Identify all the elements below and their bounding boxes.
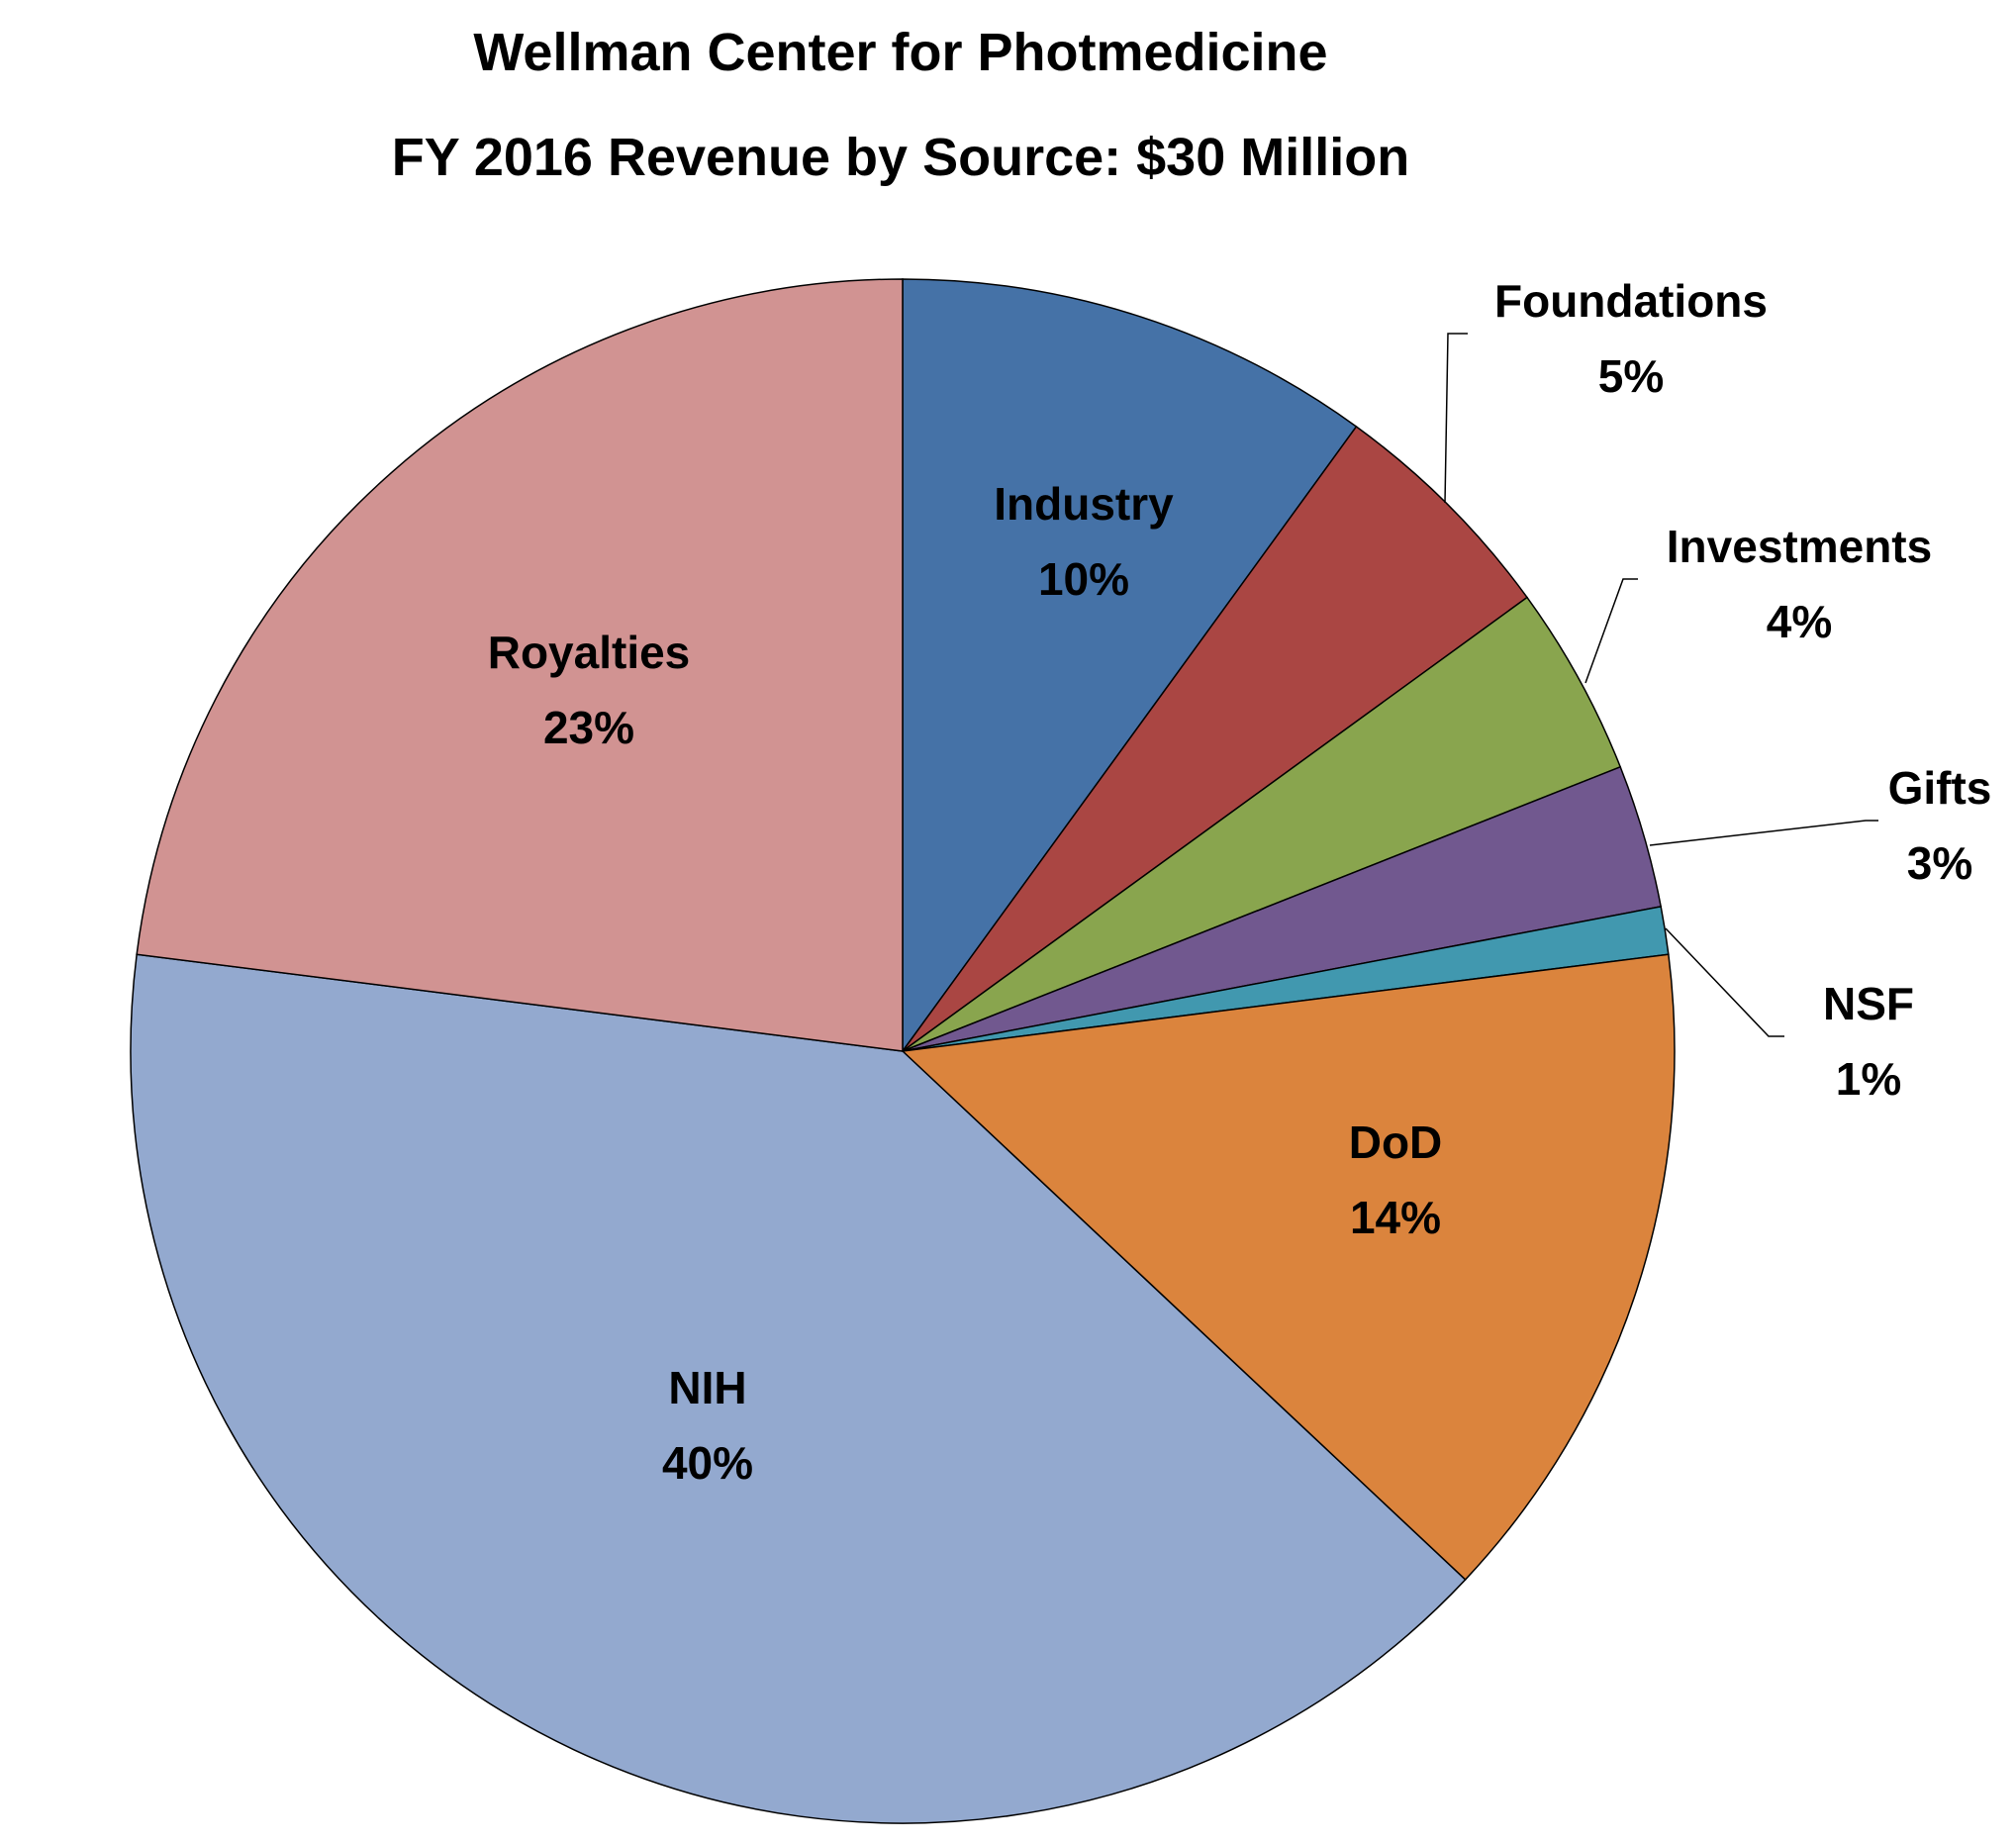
slice-label-nih: NIH bbox=[668, 1362, 746, 1413]
slice-value-nsf: 1% bbox=[1836, 1053, 1901, 1105]
slice-label-gifts: Gifts bbox=[1888, 762, 1992, 814]
leader-line-gifts bbox=[1649, 820, 1878, 846]
slice-value-dod: 14% bbox=[1350, 1192, 1441, 1243]
pie-slice-royalties bbox=[136, 278, 904, 1052]
chart-title: Wellman Center for Photmedicine bbox=[473, 23, 1328, 82]
slice-label-dod: DoD bbox=[1349, 1116, 1443, 1168]
slice-value-investments: 4% bbox=[1767, 596, 1832, 647]
slice-label-nsf: NSF bbox=[1823, 978, 1914, 1029]
leader-line-foundations bbox=[1444, 333, 1468, 504]
pie-slice-investments bbox=[902, 596, 1622, 1052]
pie-slice-foundations bbox=[902, 425, 1529, 1052]
slice-label-industry: Industry bbox=[994, 478, 1174, 530]
leader-line-nsf bbox=[1665, 927, 1784, 1037]
slice-value-industry: 10% bbox=[1038, 553, 1129, 605]
pie-slice-nih bbox=[130, 953, 1467, 1824]
slice-label-foundations: Foundations bbox=[1494, 275, 1768, 327]
leader-line-investments bbox=[1584, 578, 1638, 684]
slice-value-nih: 40% bbox=[662, 1437, 753, 1489]
pie-slice-industry bbox=[902, 278, 1358, 1054]
slice-value-gifts: 3% bbox=[1907, 837, 1972, 889]
pie-slice-dod bbox=[901, 953, 1676, 1582]
slice-value-foundations: 5% bbox=[1598, 350, 1664, 402]
slice-value-royalties: 23% bbox=[543, 702, 634, 753]
slice-label-investments: Investments bbox=[1667, 521, 1932, 572]
chart-subtitle: FY 2016 Revenue by Source: $30 Million bbox=[391, 128, 1410, 187]
slice-label-royalties: Royalties bbox=[488, 627, 691, 678]
